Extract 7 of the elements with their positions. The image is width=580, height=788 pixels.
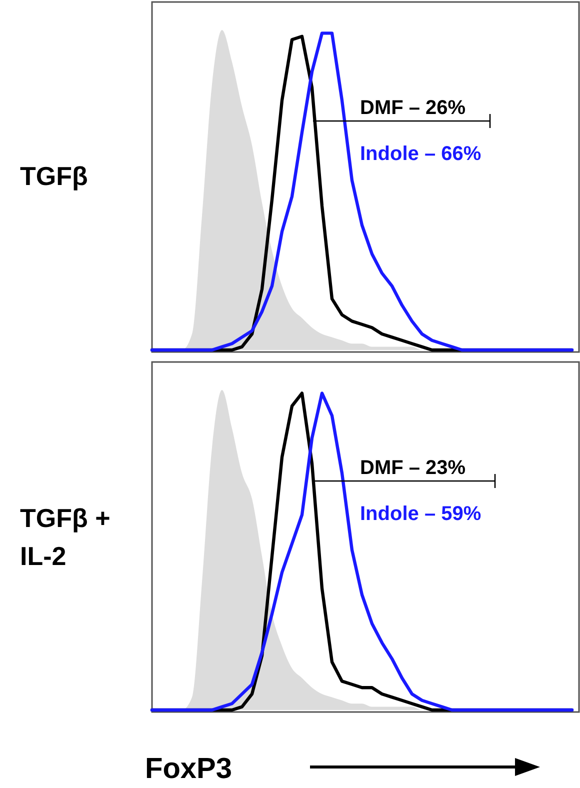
x-axis-title: FoxP3 [145,753,232,785]
series-label: Indole – 66% [360,143,482,165]
legend-label: DMF – 26% [360,97,466,119]
y-axis-title: TGFβ [20,161,88,191]
series-label: Indole – 59% [360,503,482,525]
legend-label: DMF – 23% [360,457,466,479]
y-axis-title: TGFβ + IL-2 [20,503,110,571]
